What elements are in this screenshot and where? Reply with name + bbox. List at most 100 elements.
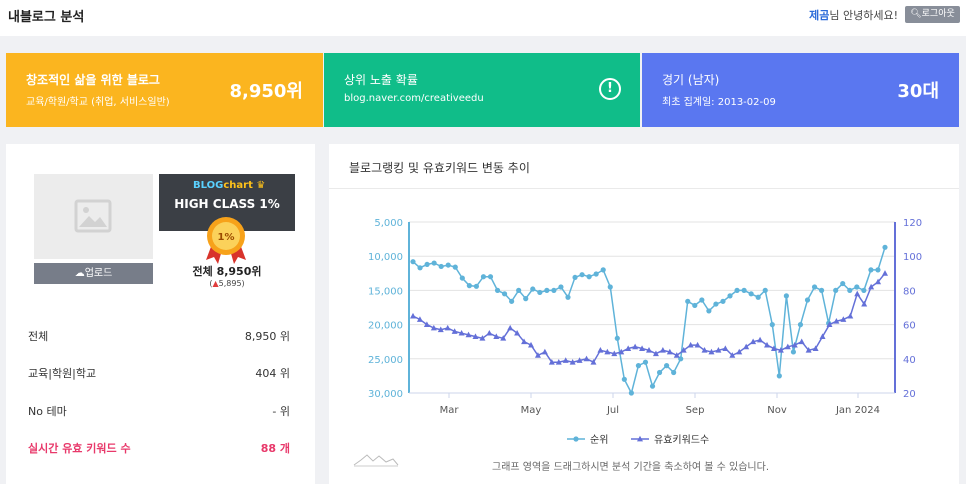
- upload-button[interactable]: ☁︎업로드: [34, 263, 153, 284]
- keyword-point: [534, 352, 541, 358]
- rank-point: [656, 369, 663, 376]
- stat-value: - 위: [272, 405, 290, 418]
- x-tick-label: Sep: [686, 405, 705, 416]
- rank-point: [509, 298, 515, 304]
- x-tick-label: Nov: [767, 405, 787, 416]
- y-right-tick-label: 60: [903, 321, 916, 332]
- keyword-point: [757, 336, 764, 343]
- keyword-point: [882, 270, 888, 276]
- rank-point: [572, 274, 578, 281]
- rank-point: [776, 373, 782, 379]
- rank-point: [593, 271, 599, 277]
- range-navigator-icon[interactable]: [353, 450, 399, 468]
- y-left-tick-label: 20,000: [368, 321, 403, 332]
- x-tick-label: Mar: [440, 405, 460, 416]
- keyword-point: [680, 347, 687, 353]
- rank-point: [847, 287, 853, 293]
- keyword-point: [576, 357, 583, 363]
- keyword-point: [611, 350, 618, 357]
- keyword-point: [541, 348, 548, 355]
- rank-point: [487, 274, 494, 280]
- keyword-point: [694, 341, 701, 348]
- rank-point: [410, 259, 416, 265]
- chart-hint: 그래프 영역을 드래그하시면 분석 기간을 축소하여 볼 수 있습니다.: [492, 462, 770, 473]
- keyword-point: [812, 345, 819, 351]
- rank-change-value: 5,895: [218, 279, 242, 288]
- greeting-text: 님 안녕하세요!: [829, 9, 898, 22]
- keyword-point: [493, 333, 500, 339]
- x-tick-label: Jul: [606, 405, 619, 416]
- keyword-point: [562, 357, 569, 363]
- rank-point: [861, 287, 867, 293]
- rank-point: [452, 264, 458, 270]
- keyword-point: [722, 345, 729, 351]
- keyword-point: [632, 343, 639, 350]
- stat-value: 8,950 위: [244, 330, 290, 343]
- keyword-point: [590, 359, 597, 365]
- keyword-point: [430, 324, 437, 331]
- page-title: 내블로그 분석: [8, 10, 85, 25]
- rank-point: [706, 308, 712, 314]
- keyword-point: [652, 350, 659, 357]
- keyword-point: [715, 347, 722, 353]
- logout-button[interactable]: 🔍︎로그아웃: [905, 6, 960, 23]
- keyword-point: [729, 352, 736, 358]
- rank-point: [840, 280, 846, 287]
- keyword-point: [798, 338, 805, 345]
- rank-point: [501, 291, 508, 297]
- keyword-point: [805, 347, 812, 353]
- chart-title: 블로그랭킹 및 유효키워드 변동 추이: [349, 161, 530, 175]
- keyword-point: [604, 348, 611, 355]
- overall-rank: 전체 8,950위: [192, 265, 262, 278]
- rank-point: [671, 369, 677, 376]
- stat-label: 전체: [28, 330, 49, 343]
- key-icon: 🔍︎: [910, 9, 922, 19]
- image-icon: [74, 199, 112, 233]
- rank-point: [600, 267, 606, 273]
- x-tick-label: Jan 2024: [835, 405, 880, 416]
- rank-point: [494, 287, 501, 293]
- blog-url[interactable]: blog.naver.com/creativeedu: [344, 93, 484, 104]
- keyword-point: [833, 317, 840, 324]
- keyword-point: [701, 347, 708, 353]
- trend-chart[interactable]: 5,000 120 10,000 100 15,000 80 20,000 60 25,000 4…: [329, 144, 959, 454]
- y-right-tick-label: 120: [903, 218, 922, 229]
- stat-row-theme: No 테마 - 위: [28, 403, 290, 419]
- keyword-point: [639, 345, 646, 351]
- stat-value: 404 위: [255, 367, 290, 380]
- y-left-tick-label: 25,000: [368, 355, 403, 366]
- x-tick-label: May: [521, 405, 542, 416]
- user-name[interactable]: 제곰: [809, 9, 830, 22]
- legend-rank-marker: [573, 436, 579, 442]
- logout-label: 로그아웃: [921, 9, 955, 19]
- greeting: 제곰님 안녕하세요!: [809, 7, 898, 23]
- top-bar: 내블로그 분석 제곰님 안녕하세요! 🔍︎로그아웃: [0, 0, 966, 36]
- stat-label: No 테마: [28, 405, 67, 418]
- rank-point: [579, 272, 585, 278]
- rank-point: [628, 390, 634, 396]
- upload-label: 업로드: [84, 268, 113, 279]
- alert-icon[interactable]: !: [599, 78, 621, 100]
- keyword-point: [486, 329, 493, 336]
- keyword-point: [597, 347, 604, 353]
- rank-point: [762, 287, 768, 293]
- keyword-point: [673, 352, 680, 358]
- y-right-tick-label: 100: [903, 252, 922, 263]
- keyword-point: [750, 338, 757, 345]
- keyword-point: [764, 341, 770, 348]
- rank-point: [431, 260, 437, 266]
- rank-point: [459, 275, 465, 281]
- keyword-point: [555, 359, 562, 365]
- rank-point: [551, 287, 557, 293]
- rank-point: [692, 302, 698, 309]
- rank-point: [614, 335, 620, 341]
- keyword-point: [770, 345, 777, 351]
- rank-point: [811, 284, 818, 290]
- y-right-tick-label: 20: [903, 389, 916, 400]
- rank-point: [685, 298, 691, 304]
- rank-point: [797, 322, 804, 328]
- blog-category: 교육/학원/학교 (취업, 서비스일반): [26, 97, 170, 108]
- legend-keyword-label: 유효키워드수: [654, 433, 709, 446]
- keyword-point: [743, 343, 750, 350]
- rank-point: [818, 287, 825, 293]
